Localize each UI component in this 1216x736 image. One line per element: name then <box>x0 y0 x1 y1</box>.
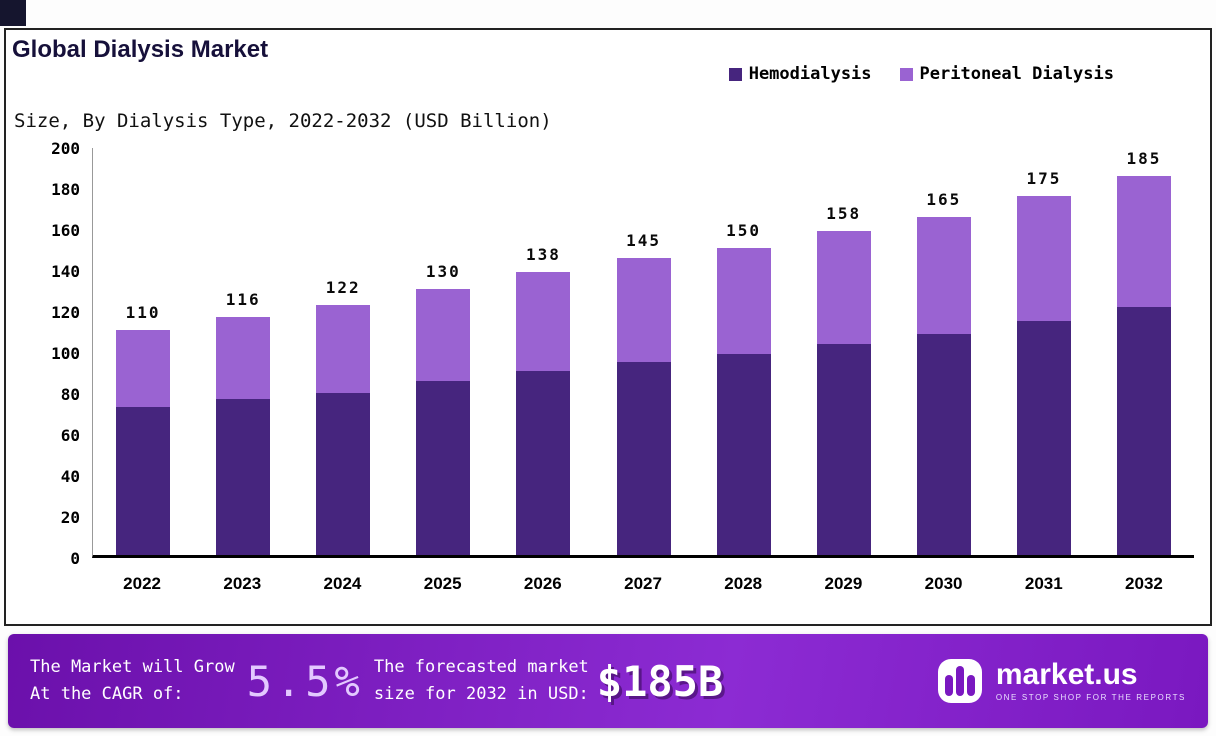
legend-item-hemodialysis: Hemodialysis <box>728 64 872 84</box>
bar-segment-hemodialysis <box>1016 321 1071 555</box>
bar-segment-hemodialysis <box>816 343 871 555</box>
forecast-text-line2: size for 2032 in USD: <box>373 684 589 704</box>
cagr-value: 5.5% <box>246 656 364 706</box>
bar-segment-peritoneal-dialysis <box>716 247 771 355</box>
x-axis-label: 2029 <box>824 574 863 593</box>
bar-total-label: 138 <box>525 245 561 265</box>
chart-legend: Hemodialysis Peritoneal Dialysis <box>728 64 1114 84</box>
bar-total-label: 116 <box>225 290 261 310</box>
x-axis-label: 2026 <box>523 574 562 593</box>
bar-total-label: 150 <box>726 220 762 240</box>
bar-segment-peritoneal-dialysis <box>816 231 871 344</box>
x-axis-label: 2022 <box>123 574 161 593</box>
bar-group: 110 <box>93 148 193 555</box>
x-axis-label: 2031 <box>1024 574 1063 593</box>
y-tick-label: 200 <box>51 139 80 158</box>
y-tick-label: 140 <box>51 262 80 281</box>
y-axis: 0 20 40 60 80 100 120 140 160 180 200 <box>14 139 84 568</box>
bar-segment-peritoneal-dialysis <box>216 317 271 400</box>
y-tick-label: 180 <box>51 180 80 199</box>
chart-area: 0 20 40 60 80 100 120 140 160 180 200 110 116 122 130… <box>14 139 1202 620</box>
corner-accent <box>0 0 26 26</box>
marketus-logo-icon <box>937 659 982 703</box>
bar-segment-hemodialysis <box>216 399 271 555</box>
x-axis-label: 2028 <box>724 574 763 593</box>
bar-group: 116 <box>193 148 293 555</box>
x-axis-labels: 2022 2023 2024 2025 2026 2027 2028 2029 2030 2031… <box>92 574 1194 594</box>
bar-segment-hemodialysis <box>616 362 671 555</box>
bar-total-label: 122 <box>325 277 361 297</box>
bar-total-label: 130 <box>425 261 461 281</box>
bar-segment-peritoneal-dialysis <box>1016 196 1071 322</box>
legend-swatch-hemodialysis <box>728 67 742 81</box>
y-tick-label: 120 <box>51 303 80 322</box>
bar-segment-hemodialysis <box>416 380 471 555</box>
bar-group: 145 <box>593 148 693 555</box>
forecast-text-line1: The forecasted market <box>373 656 589 677</box>
bar-group: 130 <box>393 148 493 555</box>
bar-segment-peritoneal-dialysis <box>1116 175 1171 307</box>
bar-total-label: 110 <box>125 302 161 322</box>
footer-banner: The Market will Grow At the CAGR of: 5.5… <box>8 634 1208 728</box>
bar-group: 165 <box>894 148 994 555</box>
bar-group: 138 <box>493 148 593 555</box>
x-axis-label: 2025 <box>423 574 462 593</box>
y-tick-label: 60 <box>60 426 80 445</box>
page-title: Global Dialysis Market <box>12 36 269 63</box>
legend-item-peritoneal: Peritoneal Dialysis <box>899 64 1114 84</box>
brand-name: market.us <box>995 658 1138 691</box>
legend-swatch-peritoneal <box>899 67 913 81</box>
bar-total-label: 158 <box>826 204 862 224</box>
bar-segment-hemodialysis <box>516 370 571 555</box>
bar-segment-hemodialysis <box>1116 306 1171 555</box>
bar-segment-peritoneal-dialysis <box>916 216 971 334</box>
brand-tagline: ONE STOP SHOP FOR THE REPORTS <box>995 693 1186 702</box>
x-axis-label: 2024 <box>323 574 362 593</box>
forecast-value: $185B <box>596 656 724 706</box>
legend-label-hemodialysis: Hemodialysis <box>748 64 872 84</box>
bar-total-label: 165 <box>926 189 962 209</box>
bar-group: 185 <box>1094 148 1194 555</box>
y-tick-label: 40 <box>60 467 80 486</box>
bar-group: 158 <box>794 148 894 555</box>
bar-segment-peritoneal-dialysis <box>616 257 671 363</box>
y-tick-label: 20 <box>60 508 80 527</box>
legend-label-peritoneal: Peritoneal Dialysis <box>919 64 1114 84</box>
bar-total-label: 185 <box>1126 148 1162 168</box>
cagr-text-line2: At the CAGR of: <box>30 684 184 704</box>
plot-area: 110 116 122 130 138 145 150 158 165 175 185 <box>92 148 1194 558</box>
bar-segment-hemodialysis <box>916 333 971 555</box>
bar-segment-peritoneal-dialysis <box>516 272 571 371</box>
bar-segment-hemodialysis <box>716 354 771 555</box>
brand-logo: market.us ONE STOP SHOP FOR THE REPORTS <box>936 657 1186 705</box>
chart-subtitle: Size, By Dialysis Type, 2022-2032 (USD B… <box>14 110 552 132</box>
bar-segment-peritoneal-dialysis <box>416 288 471 381</box>
cagr-text: The Market will Grow At the CAGR of: <box>30 654 235 708</box>
x-axis-label: 2027 <box>624 574 662 593</box>
bar-total-label: 145 <box>626 230 661 250</box>
bar-segment-hemodialysis <box>116 407 171 555</box>
y-tick-label: 100 <box>51 344 80 363</box>
bar-segment-hemodialysis <box>316 393 371 555</box>
brand-text: market.us ONE STOP SHOP FOR THE REPORTS <box>995 658 1186 703</box>
y-tick-label: 160 <box>51 221 80 240</box>
bar-segment-peritoneal-dialysis <box>316 304 371 394</box>
forecast-text: The forecasted market size for 2032 in U… <box>374 654 589 708</box>
bar-group: 122 <box>293 148 393 555</box>
cagr-text-line1: The Market will Grow <box>30 656 235 677</box>
bar-group: 175 <box>994 148 1094 555</box>
x-axis-label: 2030 <box>924 574 963 593</box>
y-tick-label: 80 <box>60 385 80 404</box>
x-axis-label: 2023 <box>223 574 262 593</box>
chart-card: Global Dialysis Market Hemodialysis Peri… <box>4 28 1212 626</box>
bar-segment-peritoneal-dialysis <box>116 329 171 408</box>
x-axis-label: 2032 <box>1125 574 1163 593</box>
y-tick-label: 0 <box>70 549 80 568</box>
bar-group: 150 <box>694 148 794 555</box>
bar-total-label: 175 <box>1026 169 1062 189</box>
